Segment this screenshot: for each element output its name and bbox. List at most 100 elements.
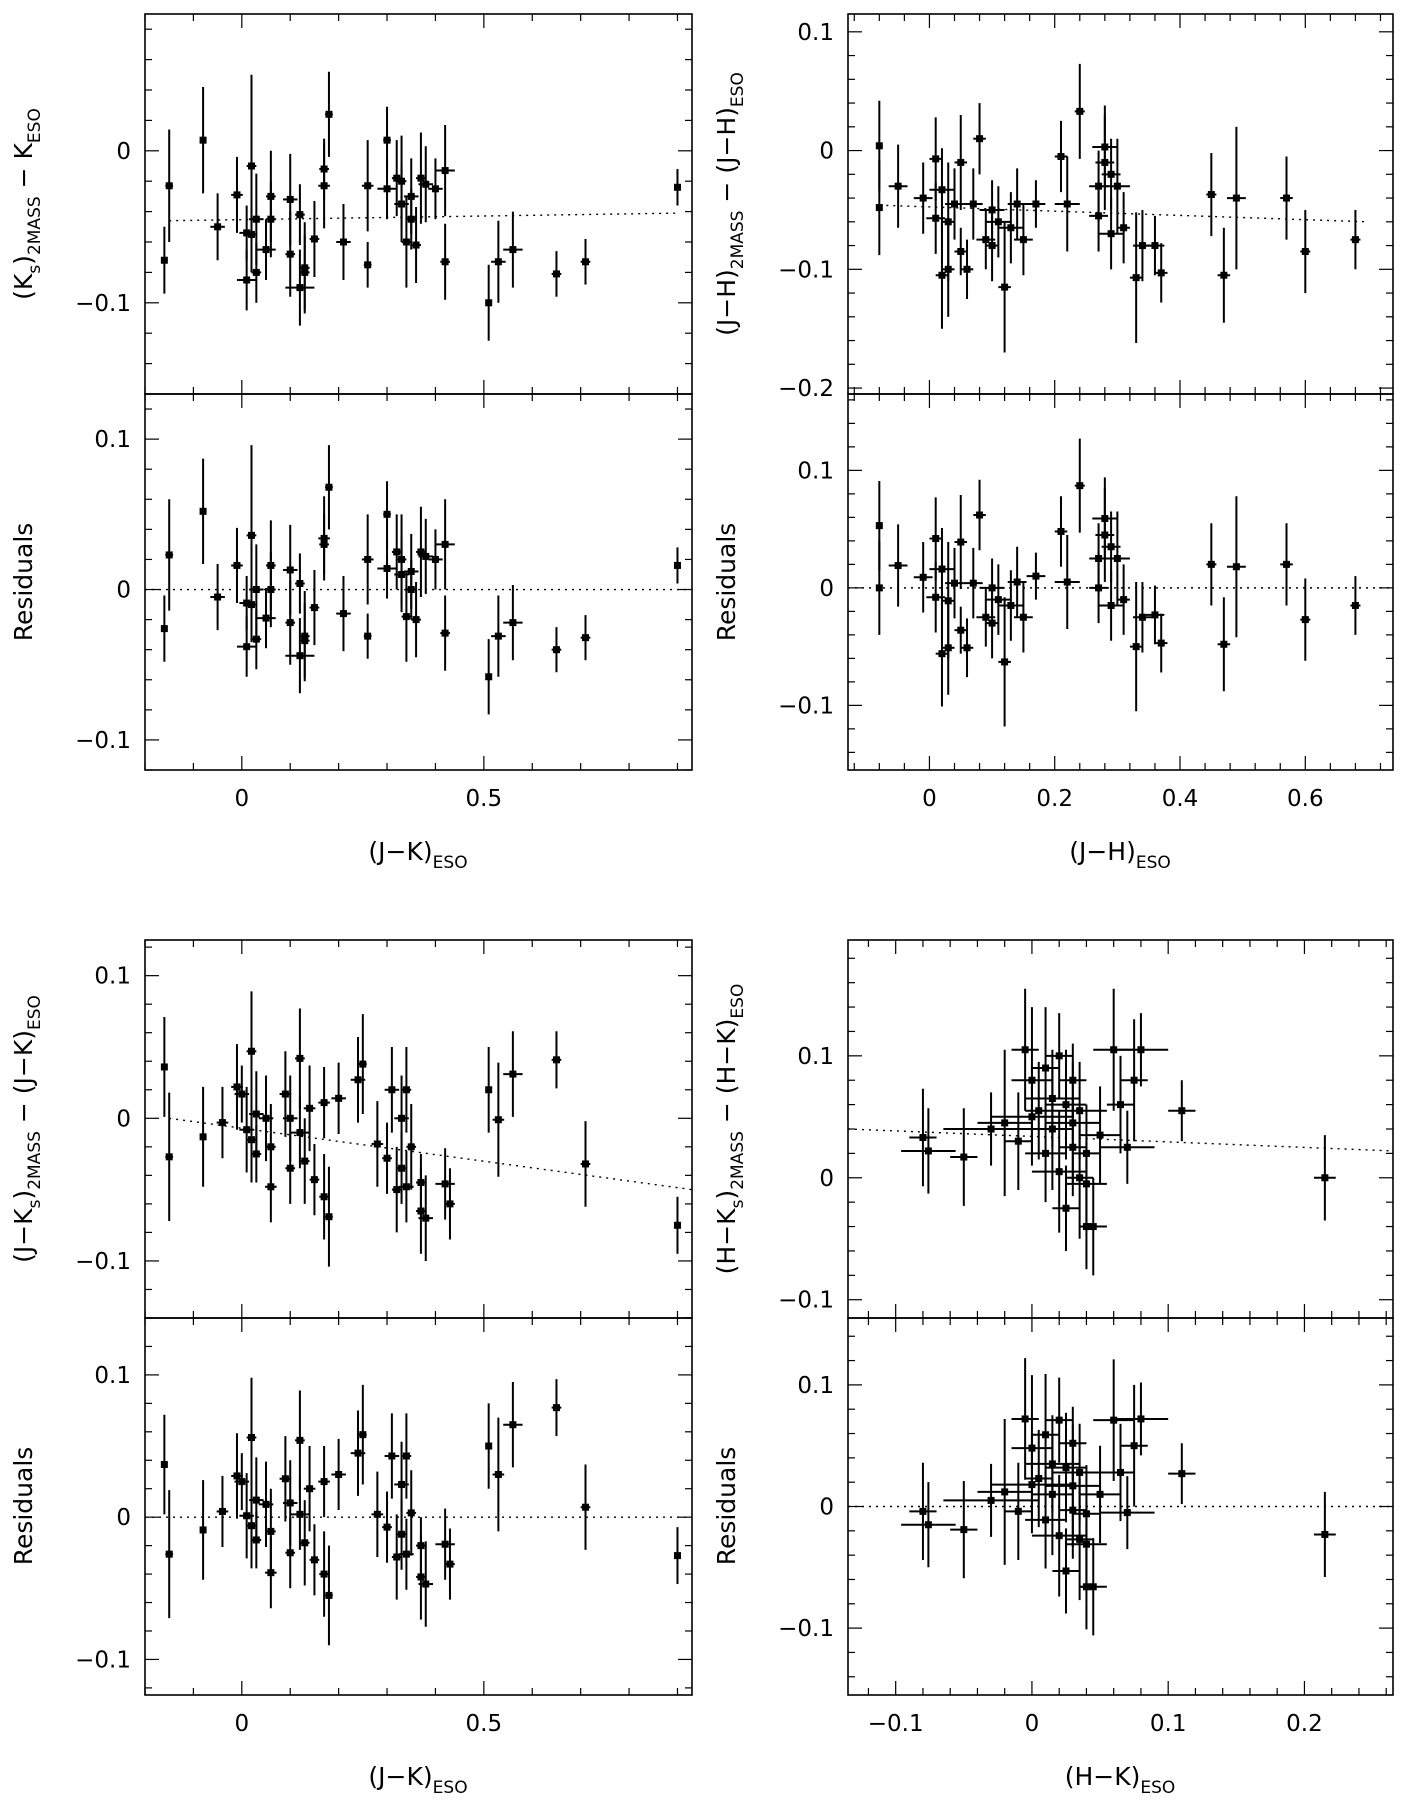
point-marker: [247, 531, 255, 539]
point-marker: [252, 1496, 260, 1504]
point-marker: [1157, 639, 1165, 647]
point-marker: [199, 136, 207, 144]
x-tick-label: 0: [1025, 1711, 1040, 1737]
data-point: [285, 249, 315, 326]
data-point: [236, 616, 257, 677]
point-marker: [310, 235, 318, 243]
data-point: [985, 564, 1011, 635]
y-tick-label: −0.1: [778, 1288, 834, 1314]
point-marker: [393, 1186, 401, 1194]
point-marker: [1095, 212, 1103, 220]
point-marker: [325, 1213, 333, 1221]
data-point: [1025, 1061, 1053, 1160]
point-marker: [296, 580, 304, 588]
y-axis-label-part: (J−H): [712, 269, 741, 336]
data-point: [231, 156, 243, 233]
point-marker: [165, 182, 173, 190]
data-point: [295, 1008, 305, 1109]
x-axis-label-sub: ESO: [1140, 1778, 1175, 1798]
point-marker: [938, 186, 946, 194]
data-point: [998, 597, 1011, 727]
point-marker: [402, 1183, 410, 1191]
data-point: [299, 1118, 310, 1204]
data-point: [331, 1062, 346, 1134]
point-marker: [552, 1056, 560, 1064]
point-marker: [994, 218, 1002, 226]
point-marker: [950, 200, 958, 208]
point-marker: [988, 242, 996, 250]
point-marker: [310, 1556, 318, 1564]
data-point: [282, 524, 298, 616]
data-point: [290, 1096, 310, 1169]
x-tick-label: −0.1: [868, 1711, 924, 1737]
point-marker: [267, 215, 275, 223]
x-axis-label: (J−K)ESO: [368, 837, 467, 873]
point-marker: [875, 204, 883, 212]
data-point: [1350, 576, 1361, 635]
point-marker: [1137, 1046, 1145, 1054]
point-marker: [199, 507, 207, 515]
point-marker: [1007, 602, 1015, 609]
point-marker: [1076, 1535, 1084, 1543]
y-tick-label: 0: [819, 1495, 834, 1521]
data-point: [160, 1017, 168, 1117]
data-point: [1054, 120, 1068, 193]
data-point: [396, 135, 407, 227]
point-marker: [320, 1193, 328, 1201]
data-point: [1129, 212, 1143, 343]
point-marker: [441, 629, 449, 637]
point-marker: [199, 1133, 207, 1141]
point-marker: [402, 1550, 410, 1558]
point-marker: [1120, 224, 1128, 232]
y-tick-label: −0.1: [778, 1616, 834, 1642]
data-point: [901, 1482, 956, 1568]
point-marker: [1001, 658, 1009, 666]
data-point: [319, 1531, 329, 1617]
y-axis-label-part: − (H−K): [712, 1019, 741, 1132]
residuals-axis-label: Residuals: [9, 1447, 38, 1566]
point-marker: [963, 265, 971, 273]
point-marker: [354, 1076, 362, 1084]
residuals-axis-label: Residuals: [712, 1447, 741, 1566]
data-point: [943, 1463, 1039, 1537]
point-marker: [398, 177, 406, 185]
point-marker: [1117, 1101, 1124, 1109]
point-marker: [494, 1116, 502, 1124]
point-marker: [976, 135, 984, 143]
data-point: [1154, 243, 1168, 303]
point-marker: [422, 1214, 430, 1222]
point-marker: [301, 1157, 309, 1165]
data-point: [1120, 1384, 1148, 1507]
point-marker: [485, 1442, 493, 1450]
data-point: [1045, 1377, 1073, 1463]
data-point: [875, 540, 883, 635]
point-marker: [160, 1063, 168, 1071]
point-marker: [325, 483, 333, 491]
point-marker: [1130, 1442, 1138, 1450]
data-point: [266, 551, 276, 628]
data-point: [943, 1092, 1039, 1166]
point-marker: [1351, 602, 1359, 609]
point-marker: [919, 1507, 927, 1515]
data-point: [1217, 227, 1231, 323]
data-point: [503, 211, 523, 288]
point-marker: [1062, 1567, 1070, 1575]
data-point: [1031, 1474, 1087, 1597]
point-marker: [286, 1499, 294, 1507]
point-marker: [950, 579, 958, 587]
data-point: [401, 571, 412, 662]
data-point: [401, 1046, 412, 1133]
point-marker: [364, 555, 372, 563]
y-tick-label: 0: [819, 576, 834, 602]
data-point: [1052, 1165, 1080, 1251]
data-points: [160, 71, 681, 341]
point-marker: [233, 561, 241, 569]
point-marker: [388, 1086, 396, 1094]
point-marker: [1351, 236, 1359, 244]
data-point: [391, 1514, 402, 1600]
data-point: [165, 1490, 174, 1619]
data-point: [231, 527, 243, 604]
x-tick-label: 0.4: [1162, 786, 1199, 812]
point-marker: [417, 1573, 425, 1581]
point-marker: [310, 604, 318, 612]
